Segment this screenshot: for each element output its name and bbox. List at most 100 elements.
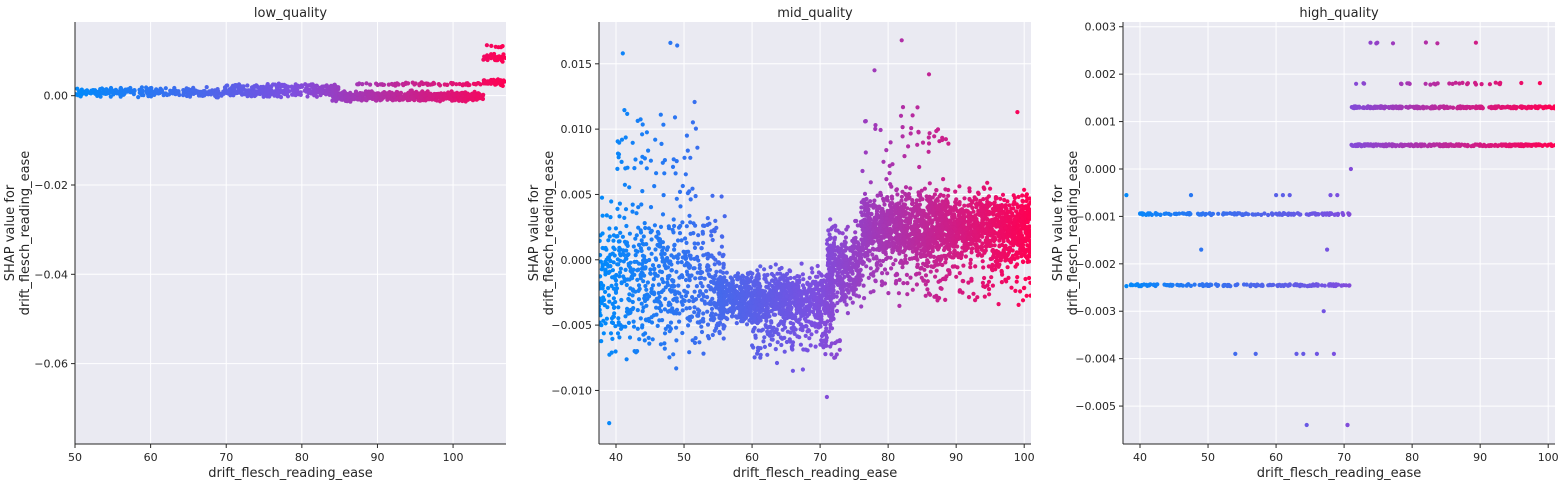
data-point bbox=[694, 284, 700, 289]
data-point bbox=[457, 81, 462, 87]
data-point bbox=[615, 139, 620, 144]
data-point bbox=[967, 202, 973, 207]
data-point bbox=[687, 273, 692, 278]
data-point bbox=[661, 288, 666, 293]
data-point bbox=[652, 292, 657, 297]
data-point bbox=[599, 286, 602, 291]
data-point bbox=[756, 272, 761, 277]
data-point bbox=[807, 284, 812, 289]
data-point bbox=[662, 158, 668, 163]
data-point bbox=[705, 216, 710, 221]
data-point bbox=[636, 261, 642, 266]
data-point bbox=[454, 82, 459, 87]
data-point bbox=[649, 320, 655, 325]
data-point bbox=[613, 278, 619, 283]
data-point bbox=[389, 97, 394, 102]
data-point bbox=[853, 250, 858, 255]
data-point bbox=[77, 89, 82, 94]
data-point bbox=[484, 43, 489, 48]
data-point bbox=[683, 277, 689, 283]
data-point bbox=[644, 287, 649, 292]
data-point bbox=[716, 292, 721, 297]
data-point bbox=[662, 307, 668, 312]
data-point bbox=[599, 301, 604, 306]
data-point bbox=[304, 86, 309, 91]
data-point bbox=[660, 277, 665, 282]
data-point bbox=[662, 251, 667, 256]
data-point bbox=[922, 186, 928, 191]
data-point bbox=[805, 280, 810, 285]
data-point bbox=[465, 81, 470, 86]
data-point bbox=[652, 184, 657, 189]
data-point bbox=[835, 270, 840, 275]
data-point bbox=[640, 253, 646, 258]
data-point bbox=[649, 315, 654, 320]
data-point bbox=[639, 301, 644, 306]
data-point bbox=[354, 92, 360, 97]
data-point bbox=[705, 222, 710, 227]
data-point bbox=[693, 194, 698, 199]
data-point bbox=[320, 84, 325, 89]
data-point bbox=[615, 331, 621, 336]
data-point bbox=[941, 177, 946, 182]
data-point bbox=[1020, 193, 1025, 198]
data-point bbox=[615, 206, 620, 211]
data-point bbox=[701, 351, 706, 356]
data-point bbox=[687, 298, 692, 303]
data-point bbox=[225, 83, 230, 88]
data-point bbox=[640, 309, 645, 314]
data-point bbox=[618, 266, 624, 271]
x-tick-label: 90 bbox=[370, 451, 384, 464]
data-point bbox=[718, 296, 723, 302]
data-point bbox=[976, 191, 981, 196]
data-point bbox=[628, 310, 633, 316]
data-point bbox=[740, 296, 745, 301]
data-point bbox=[427, 93, 432, 98]
data-point bbox=[933, 225, 938, 231]
data-point bbox=[498, 81, 503, 86]
data-point bbox=[289, 84, 294, 89]
data-point bbox=[687, 318, 693, 323]
data-point bbox=[644, 242, 649, 247]
data-point bbox=[374, 95, 379, 100]
data-point bbox=[829, 341, 835, 346]
data-point bbox=[748, 270, 753, 275]
data-point bbox=[363, 96, 368, 101]
data-point bbox=[650, 263, 656, 268]
data-point bbox=[793, 292, 798, 297]
data-point bbox=[884, 177, 889, 182]
data-point bbox=[617, 201, 623, 206]
data-point bbox=[661, 193, 666, 198]
data-point bbox=[656, 282, 662, 287]
data-point bbox=[624, 240, 629, 245]
data-point bbox=[672, 243, 677, 248]
data-point bbox=[842, 284, 847, 289]
data-point bbox=[721, 261, 726, 266]
data-point bbox=[765, 352, 770, 357]
data-point bbox=[674, 269, 679, 274]
data-point bbox=[386, 90, 391, 96]
data-point bbox=[421, 90, 426, 95]
data-point bbox=[848, 267, 853, 272]
axes-low-quality bbox=[74, 22, 506, 445]
data-point bbox=[810, 291, 815, 297]
data-point bbox=[489, 52, 494, 57]
data-point bbox=[722, 293, 727, 299]
data-point bbox=[718, 275, 723, 280]
data-point bbox=[228, 93, 233, 98]
data-point bbox=[847, 277, 852, 282]
data-point bbox=[992, 200, 997, 205]
data-point bbox=[695, 241, 701, 246]
data-point bbox=[1003, 206, 1008, 211]
data-point bbox=[822, 344, 827, 349]
chart-title: low_quality bbox=[254, 6, 327, 21]
data-point bbox=[608, 252, 613, 257]
data-point bbox=[734, 321, 739, 326]
data-point bbox=[997, 212, 1002, 217]
data-point bbox=[497, 54, 502, 59]
data-point bbox=[840, 231, 845, 236]
data-point bbox=[676, 225, 682, 230]
data-point bbox=[696, 233, 701, 238]
data-point bbox=[842, 274, 847, 279]
data-point bbox=[828, 310, 833, 315]
